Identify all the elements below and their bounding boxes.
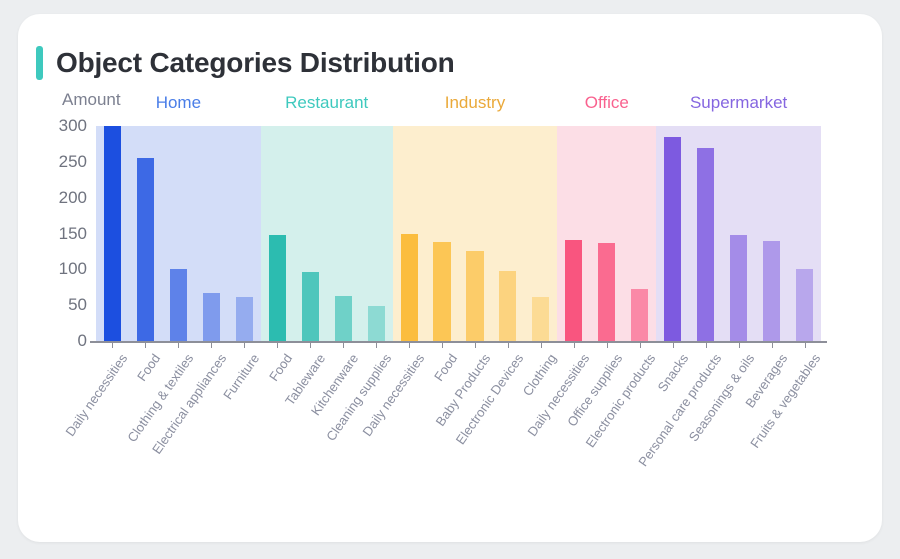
bar[interactable] [532,296,550,341]
bar[interactable] [664,136,682,341]
y-axis-tick-label: 150 [58,223,87,243]
accent-bar-icon [36,46,43,80]
bar[interactable] [631,289,649,341]
bar[interactable] [202,292,220,341]
bar[interactable] [400,233,418,341]
x-axis-tickmark [244,341,246,348]
bar[interactable] [268,234,286,341]
bar[interactable] [433,242,451,341]
y-axis-tick-label: 300 [58,116,87,135]
group-label-restaurant: Restaurant [285,93,369,112]
chart-card: Object Categories Distribution Amount 0 5… [18,14,882,542]
x-axis-tickmark [310,341,312,348]
x-axis-tickmark [343,341,345,348]
x-axis-tickmark [211,341,213,348]
x-axis-tickmark [145,341,147,348]
bar[interactable] [730,234,748,341]
y-axis-tick-label: 100 [58,259,87,279]
bar[interactable] [763,241,781,341]
x-axis-tickmark [672,341,674,348]
x-axis-tickmark [112,341,114,348]
bar[interactable] [795,269,814,341]
bar[interactable] [367,305,385,341]
bar[interactable] [235,296,253,341]
bar[interactable] [169,268,187,341]
bar[interactable] [136,158,154,341]
chart-area: Amount 0 50 100 150 200 250 300 Home Daily neces… [18,14,882,542]
x-axis-tick-label: Daily necessities [62,351,131,439]
bar[interactable] [598,242,616,341]
x-axis-tickmark [606,341,608,348]
group-label-industry: Industry [444,93,506,112]
x-axis-tick-label: Food [134,351,164,384]
x-axis-tickmark [409,341,411,348]
y-axis-title: Amount [62,90,121,109]
y-axis-tick-label: 200 [58,187,87,207]
bar[interactable] [565,239,583,341]
bar[interactable] [499,270,517,341]
y-axis-tick-label: 50 [68,295,87,315]
bar[interactable] [301,272,319,341]
group-label-home: Home [155,93,202,112]
x-axis-tickmark [474,341,476,348]
y-axis-tick-label: 0 [77,331,87,350]
bar[interactable] [697,147,715,341]
bar[interactable] [466,251,484,341]
group-label-office: Office [584,93,629,112]
bar[interactable] [103,126,122,341]
x-axis-tickmark [507,341,509,348]
x-axis-tickmark [771,341,773,348]
x-axis-tickmark [178,341,180,348]
bar[interactable] [334,295,352,341]
x-axis-tickmark [639,341,641,348]
plot-region: 0 50 100 150 200 250 300 Home Daily necessities F… [59,93,827,469]
x-axis-tickmark [442,341,444,348]
x-axis-tickmark [376,341,378,348]
x-axis-tickmark [705,341,707,348]
x-axis-tick-label: Food [431,351,461,384]
x-axis-tickmark [738,341,740,348]
x-axis-line [90,341,827,343]
page-title: Object Categories Distribution [56,47,455,78]
chart-header: Object Categories Distribution [36,46,455,80]
group-label-supermarket: Supermarket [689,93,788,112]
x-axis-tickmark [277,341,279,348]
x-axis-tick-label: Daily necessities [359,351,428,439]
x-axis-tickmark [573,341,575,348]
x-axis-tickmark [540,341,542,348]
y-axis-tick-label: 250 [58,151,87,171]
x-axis-tick-label: Food [266,351,296,384]
x-axis-tickmark [804,341,806,348]
